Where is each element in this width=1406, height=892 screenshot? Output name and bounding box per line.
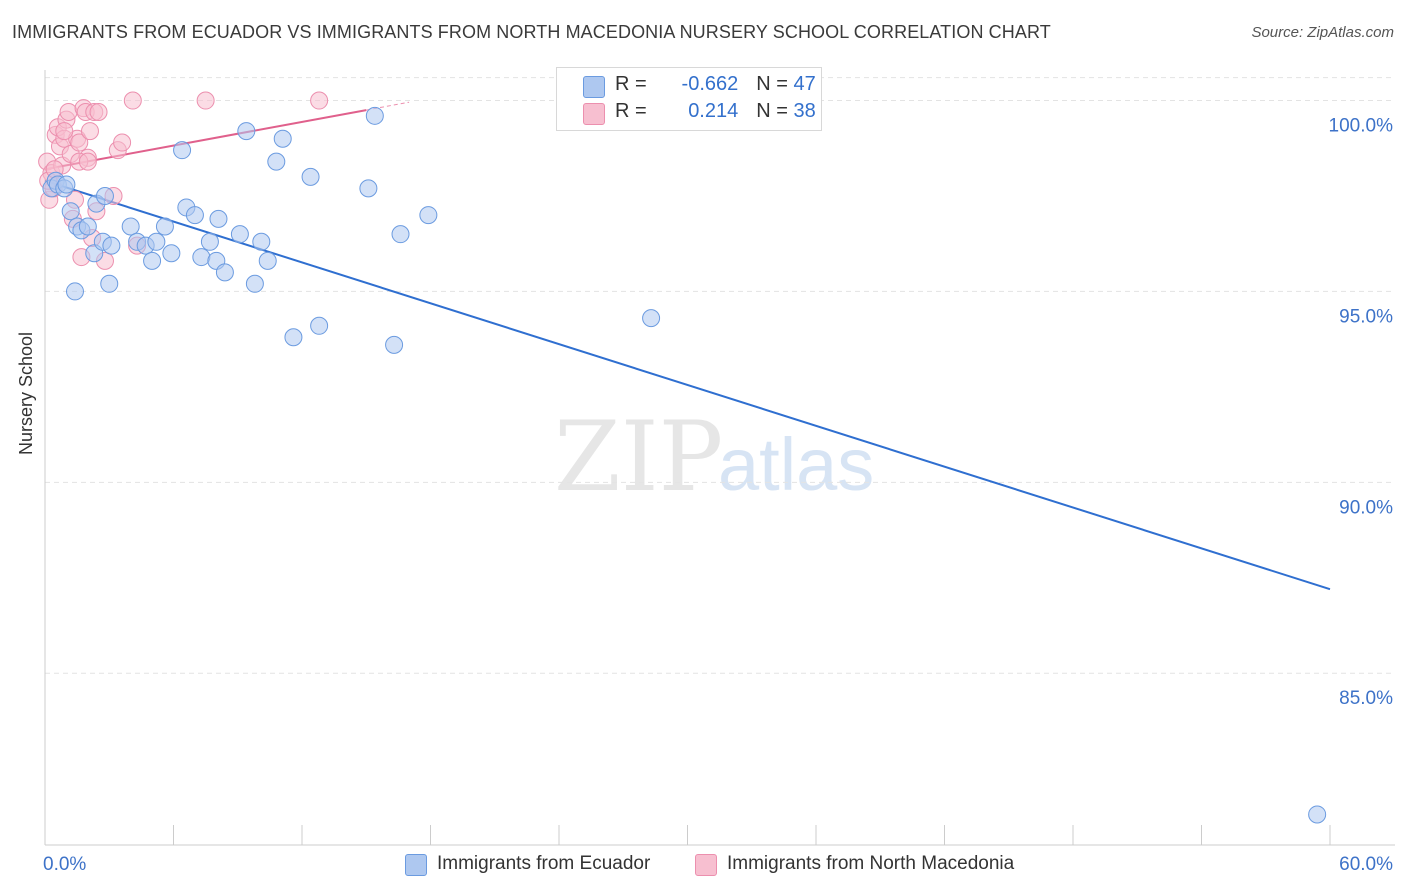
r-label: R = xyxy=(615,73,653,95)
y-tick-label: 85.0% xyxy=(1339,688,1393,709)
y-tick-label: 100.0% xyxy=(1329,116,1394,137)
y-tick-label: 90.0% xyxy=(1339,497,1393,518)
point-ecuador xyxy=(365,106,384,125)
point-macedonia xyxy=(89,102,108,121)
n-label: N = xyxy=(756,73,794,95)
point-ecuador xyxy=(143,251,162,270)
point-ecuador xyxy=(192,248,211,267)
n-value-macedonia: 38 xyxy=(793,100,816,122)
point-ecuador xyxy=(209,209,228,228)
point-ecuador xyxy=(642,309,661,328)
point-ecuador xyxy=(359,179,378,198)
r-value-ecuador: -0.662 xyxy=(681,73,739,95)
point-macedonia xyxy=(70,133,89,152)
point-ecuador xyxy=(245,274,264,293)
source-label: Source: ZipAtlas.com xyxy=(1251,24,1394,41)
point-ecuador xyxy=(385,335,404,354)
grid-lines xyxy=(45,77,1395,674)
point-ecuador xyxy=(284,328,303,347)
point-macedonia xyxy=(123,91,142,110)
r-label: R = xyxy=(615,100,653,122)
point-macedonia xyxy=(59,102,78,121)
y-tick-label: 95.0% xyxy=(1339,306,1393,327)
point-ecuador xyxy=(147,232,166,251)
point-ecuador xyxy=(1308,805,1327,824)
point-ecuador xyxy=(185,206,204,225)
ecuador-swatch xyxy=(583,76,605,98)
watermark-zip: ZIP xyxy=(554,401,723,513)
x-tick-label: 0.0% xyxy=(43,854,86,875)
point-ecuador xyxy=(301,167,320,186)
point-ecuador xyxy=(310,316,329,335)
point-ecuador xyxy=(155,217,174,236)
trend-lines xyxy=(44,101,1331,591)
point-macedonia xyxy=(196,91,215,110)
macedonia-swatch xyxy=(583,103,605,125)
point-ecuador xyxy=(237,122,256,141)
x-tick-label: 60.0% xyxy=(1339,854,1393,875)
point-ecuador xyxy=(252,232,271,251)
macedonia-legend-swatch xyxy=(695,854,717,876)
point-ecuador xyxy=(273,129,292,148)
point-ecuador xyxy=(391,225,410,244)
point-macedonia xyxy=(80,122,99,141)
point-ecuador xyxy=(57,175,76,194)
watermark: ZIP atlas xyxy=(554,401,874,513)
point-ecuador xyxy=(200,232,219,251)
tick-labels: 85.0% 90.0% 95.0% 100.0% 0.0% 60.0% xyxy=(43,116,1393,875)
watermark-atlas: atlas xyxy=(718,423,874,506)
point-ecuador xyxy=(95,186,114,205)
point-ecuador xyxy=(173,141,192,160)
point-ecuador xyxy=(267,152,286,171)
r-value-macedonia: 0.214 xyxy=(688,100,739,122)
point-macedonia xyxy=(113,133,132,152)
stats-legend: R = -0.662 N = 47 R = 0.214 N = 38 xyxy=(556,67,822,131)
point-macedonia xyxy=(78,152,97,171)
point-ecuador xyxy=(102,236,121,255)
series-legend: Immigrants from Ecuador Immigrants from … xyxy=(0,852,1406,878)
chart-title: IMMIGRANTS FROM ECUADOR VS IMMIGRANTS FR… xyxy=(12,22,1051,42)
y-axis-label: Nursery School xyxy=(16,331,36,455)
point-ecuador xyxy=(162,244,181,263)
legend-label-macedonia: Immigrants from North Macedonia xyxy=(727,853,1015,874)
trend-line-macedonia xyxy=(44,109,367,171)
point-ecuador xyxy=(258,251,277,270)
point-ecuador xyxy=(65,282,84,301)
point-ecuador xyxy=(230,225,249,244)
ecuador-legend-swatch xyxy=(405,854,427,876)
point-macedonia xyxy=(310,91,329,110)
point-ecuador xyxy=(121,217,140,236)
point-ecuador xyxy=(100,274,119,293)
point-ecuador xyxy=(215,263,234,282)
data-points xyxy=(38,91,1327,824)
point-macedonia xyxy=(55,122,74,141)
legend-label-ecuador: Immigrants from Ecuador xyxy=(437,853,651,874)
point-ecuador xyxy=(419,206,438,225)
n-value-ecuador: 47 xyxy=(793,73,816,95)
n-label: N = xyxy=(756,100,794,122)
point-ecuador xyxy=(61,202,80,221)
point-ecuador xyxy=(78,217,97,236)
